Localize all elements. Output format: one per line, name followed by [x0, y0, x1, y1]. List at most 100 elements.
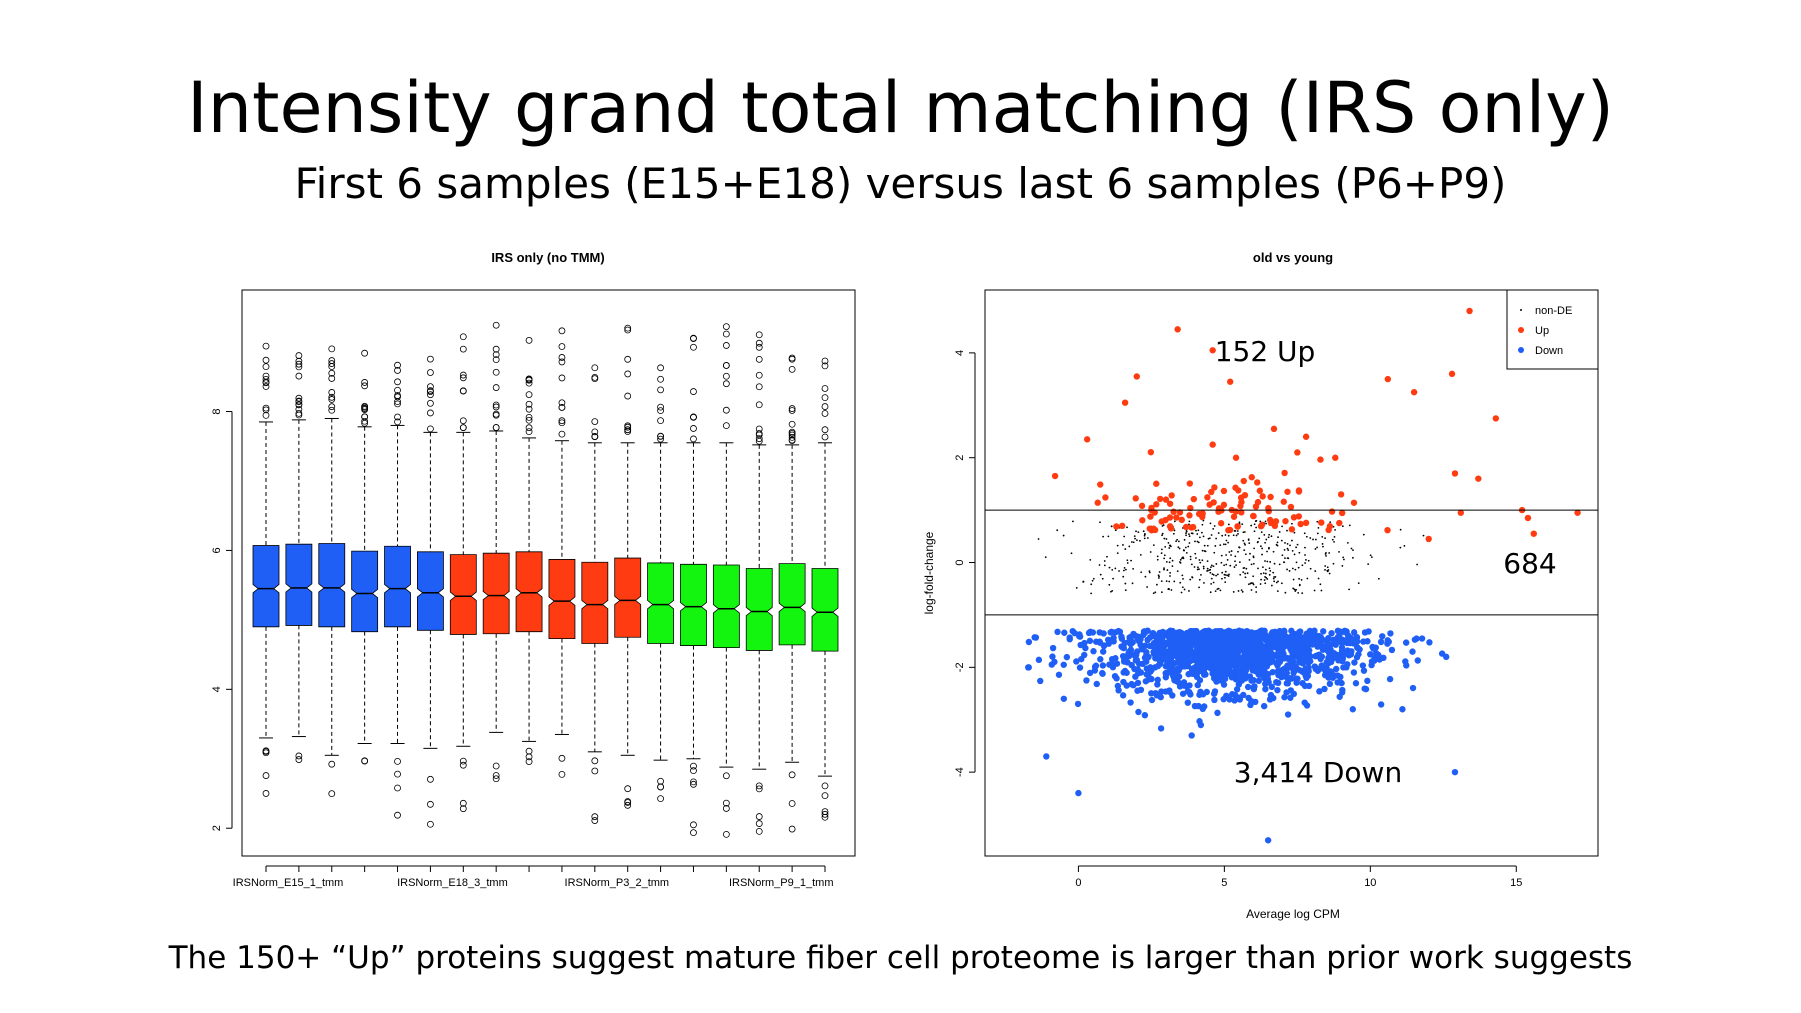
nonde-point [1167, 542, 1170, 544]
nonde-point [1171, 559, 1174, 562]
nonde-point [1156, 555, 1159, 558]
box-outlier [492, 345, 500, 353]
nonde-point [1196, 533, 1199, 535]
box-outlier [295, 409, 303, 417]
down-point [1303, 640, 1310, 647]
up-point [1350, 499, 1358, 506]
boxplot-y-axis: 2 4 6 8 [211, 408, 233, 831]
nonde-point [1369, 554, 1372, 557]
nonde-point [1269, 561, 1272, 563]
box-outlier [722, 362, 730, 369]
up-point [1265, 508, 1272, 515]
nonde-point [1111, 589, 1114, 592]
down-point [1174, 629, 1181, 636]
nonde-point [1219, 589, 1222, 592]
down-point [1153, 655, 1160, 662]
down-point [1137, 641, 1144, 648]
up-point [1295, 488, 1303, 495]
nonde-point [1173, 580, 1176, 583]
nonde-point [1370, 556, 1373, 559]
nonde-point [1263, 534, 1266, 536]
up-point [1254, 498, 1262, 506]
down-point [1308, 641, 1316, 648]
nonde-point [1333, 540, 1335, 543]
nonde-point [1235, 564, 1237, 567]
box-outlier [361, 379, 369, 386]
nonde-point [1143, 532, 1146, 535]
box-outlier [821, 433, 829, 441]
nonde-point [1268, 567, 1271, 570]
box-outlier [427, 399, 434, 407]
down-point [1262, 685, 1269, 693]
box-outlier [690, 388, 697, 395]
nonde-point [1270, 535, 1273, 538]
down-point [1414, 657, 1421, 664]
down-point [1214, 709, 1221, 717]
down-point [1232, 643, 1240, 651]
up-point [1280, 498, 1287, 505]
box-outlier [394, 400, 401, 408]
box-outlier [295, 372, 303, 380]
nonde-point [1209, 568, 1212, 571]
nonde-point [1357, 582, 1360, 585]
box-outlier [394, 770, 401, 778]
nonde-point [1132, 541, 1135, 544]
down-point [1294, 675, 1301, 682]
nonde-point [1230, 554, 1232, 556]
down-point [1264, 675, 1272, 683]
nonde-point [1226, 559, 1229, 561]
nonde-point [1403, 545, 1406, 547]
nonde-point [1237, 550, 1239, 553]
box-outlier [262, 379, 270, 387]
down-point [1178, 634, 1185, 642]
nonde-point [1182, 557, 1185, 560]
boxplot-title: IRS only (no TMM) [491, 250, 604, 265]
down-point [1257, 659, 1264, 666]
up-point [1051, 472, 1059, 480]
down-point [1402, 639, 1410, 646]
nonde-point [1264, 541, 1267, 544]
box-outlier [788, 355, 796, 363]
up-point [1156, 495, 1164, 503]
box-outlier [624, 422, 632, 430]
nonde-point [1110, 590, 1112, 593]
down-point [1228, 670, 1236, 677]
down-point [1188, 732, 1195, 739]
down-point [1274, 650, 1282, 657]
nonde-point [1264, 568, 1267, 571]
box-outlier [262, 790, 270, 797]
box-outlier [821, 357, 829, 365]
nonde-point [1173, 520, 1176, 523]
down-point [1141, 629, 1149, 636]
nonde-point [1164, 545, 1167, 548]
box-outlier [361, 419, 369, 427]
nonde-point [1291, 539, 1293, 542]
nonde-point [1212, 581, 1215, 584]
down-point [1351, 659, 1358, 666]
down-point [1111, 672, 1119, 680]
nonde-point [1258, 537, 1261, 540]
box-outlier [624, 392, 632, 400]
down-point [1096, 629, 1103, 636]
down-point [1284, 711, 1292, 718]
down-point [1099, 662, 1107, 669]
down-point [1260, 702, 1268, 710]
up-point [1132, 495, 1139, 502]
up-point [1173, 514, 1180, 521]
box-outlier [657, 435, 664, 443]
nonde-point [1210, 564, 1213, 567]
nonde-point [1259, 520, 1262, 523]
box-outlier [394, 386, 401, 394]
down-point [1049, 653, 1056, 660]
box-outlier [821, 808, 829, 815]
up-point [1113, 523, 1120, 530]
nonde-point [1106, 555, 1108, 558]
box-outlier [525, 416, 533, 424]
down-point [1259, 672, 1266, 679]
up-point [1147, 513, 1154, 520]
nonde-point [1209, 571, 1212, 574]
nonde-point [1163, 554, 1166, 557]
nonde-point [1148, 571, 1151, 574]
nonde-point [1261, 566, 1264, 568]
nonde-point [1277, 580, 1279, 583]
